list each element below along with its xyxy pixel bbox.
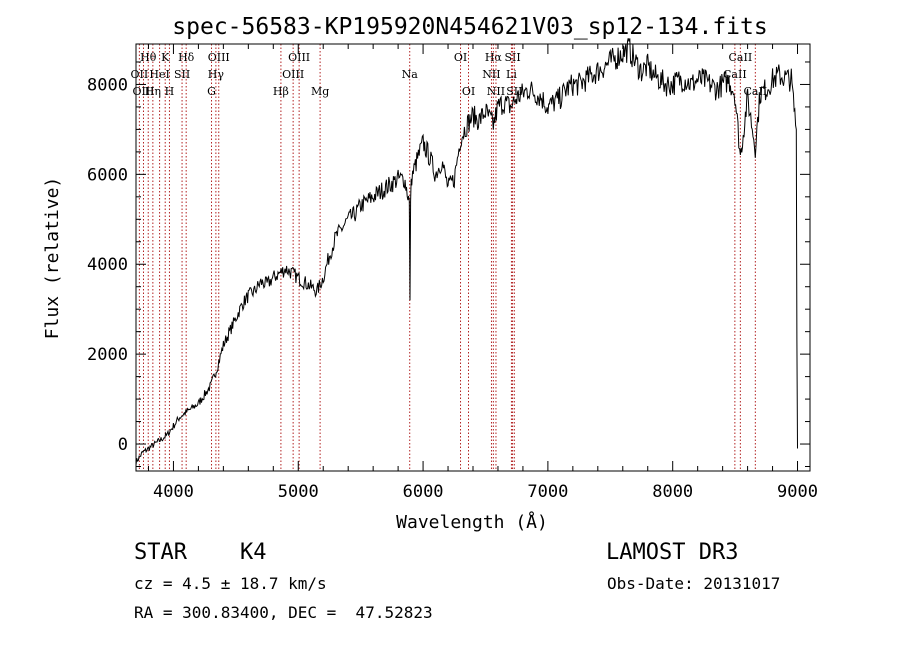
spectral-line-label: H <box>165 85 175 98</box>
spectral-line-label: Hη <box>145 85 161 98</box>
spectral-line-label: Hα <box>485 51 503 64</box>
x-tick-label: 9000 <box>777 482 818 502</box>
x-tick-label: 8000 <box>652 482 693 502</box>
spectral-line-label: OII <box>131 68 149 81</box>
spectral-line-label: OIII <box>288 51 310 64</box>
spectral-subclass: K4 <box>240 540 267 565</box>
spectral-line-label: Li <box>506 68 517 81</box>
spectral-line-label: OI <box>462 85 475 98</box>
plot-frame <box>135 43 811 472</box>
coordinates: RA = 300.83400, DEC = 47.52823 <box>134 603 433 622</box>
spectral-line-label: SII <box>504 51 520 64</box>
y-tick-label: 8000 <box>87 75 128 95</box>
y-axis-ticks: 0 2000 4000 6000 8000 <box>87 61 810 468</box>
spectral-line-label: Hγ <box>208 68 225 81</box>
spectral-line-label: SII <box>174 68 190 81</box>
spectral-line-label: Hβ <box>273 85 289 98</box>
chart-title: spec-56583-KP195920N454621V03_sp12-134.f… <box>172 14 767 40</box>
spectral-line-label: NII <box>482 68 500 81</box>
spectral-line-label: Hθ <box>140 51 157 64</box>
y-tick-label: 2000 <box>87 345 128 365</box>
y-axis-label: Flux (relative) <box>42 177 63 340</box>
spectral-lines-layer: Hθ OII OIII K HeI Hη Hδ SII H OIII Hγ G Hβ OIII OIII Mg… <box>131 44 767 471</box>
y-tick-label: 0 <box>118 435 128 455</box>
x-tick-label: 7000 <box>527 482 568 502</box>
spectral-line-label: OIII <box>132 85 154 98</box>
spectral-line-label: HeI <box>149 68 169 81</box>
x-tick-label: 6000 <box>403 482 444 502</box>
spectrum-line <box>135 38 798 466</box>
redshift-readout: cz = 4.5 ± 18.7 km/s <box>134 574 327 593</box>
spectral-line-label: CaII <box>729 51 753 64</box>
spectral-line-label: Na <box>402 68 419 81</box>
spectral-line-label: OIII <box>282 68 304 81</box>
spectral-line-label: OI <box>454 51 467 64</box>
spectral-line-label: NII <box>487 85 505 98</box>
x-tick-label: 4000 <box>153 482 194 502</box>
x-axis-ticks: 4000 5000 6000 7000 8000 9000 <box>147 44 818 502</box>
object-class: STAR <box>134 540 187 565</box>
obs-date: Obs-Date: 20131017 <box>607 574 781 593</box>
spectral-line-label: OIII <box>208 51 230 64</box>
spectral-line-label: Mg <box>311 85 329 98</box>
y-tick-label: 4000 <box>87 255 128 275</box>
x-axis-label: Wavelength (Å) <box>396 511 548 533</box>
spectral-line-label: Hδ <box>178 51 195 64</box>
survey-name: LAMOST DR3 <box>606 540 739 565</box>
spectral-line-label: K <box>161 51 170 64</box>
y-tick-label: 6000 <box>87 165 128 185</box>
x-tick-label: 5000 <box>278 482 319 502</box>
spectral-line-label: G <box>207 85 216 98</box>
spectral-line-label: CaII <box>723 68 747 81</box>
